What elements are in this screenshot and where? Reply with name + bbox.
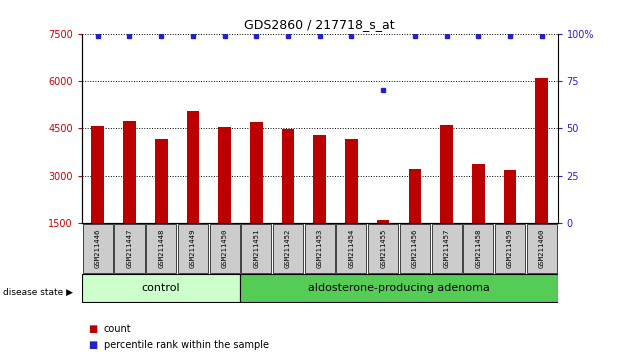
Text: GSM211460: GSM211460 (539, 229, 545, 268)
FancyBboxPatch shape (368, 224, 398, 273)
FancyBboxPatch shape (463, 224, 493, 273)
Text: GSM211448: GSM211448 (158, 229, 164, 268)
Text: GSM211455: GSM211455 (380, 229, 386, 268)
FancyBboxPatch shape (82, 274, 241, 302)
Bar (408, 169, 421, 223)
Text: GSM211446: GSM211446 (94, 229, 101, 268)
Text: GSM211457: GSM211457 (444, 229, 450, 268)
Text: GSM211456: GSM211456 (412, 229, 418, 268)
Text: GSM211452: GSM211452 (285, 229, 291, 268)
Bar (536, 78, 548, 223)
FancyBboxPatch shape (273, 224, 303, 273)
Bar (91, 126, 104, 223)
Bar (282, 129, 294, 223)
Text: ■: ■ (88, 340, 98, 350)
Bar (345, 139, 358, 223)
FancyBboxPatch shape (305, 224, 335, 273)
Text: GSM211453: GSM211453 (317, 229, 323, 268)
Title: GDS2860 / 217718_s_at: GDS2860 / 217718_s_at (244, 18, 395, 31)
FancyBboxPatch shape (178, 224, 208, 273)
Text: GSM211447: GSM211447 (127, 229, 132, 268)
Bar (377, 221, 389, 223)
FancyBboxPatch shape (83, 224, 113, 273)
Text: GSM211458: GSM211458 (475, 229, 481, 268)
Bar (250, 122, 263, 223)
Bar (503, 170, 517, 223)
Bar (218, 127, 231, 223)
Text: disease state ▶: disease state ▶ (3, 287, 73, 297)
Text: GSM211449: GSM211449 (190, 229, 196, 268)
Bar (186, 111, 199, 223)
Bar (313, 135, 326, 223)
FancyBboxPatch shape (115, 224, 144, 273)
FancyBboxPatch shape (400, 224, 430, 273)
Bar (440, 125, 453, 223)
FancyBboxPatch shape (336, 224, 367, 273)
Text: aldosterone-producing adenoma: aldosterone-producing adenoma (308, 283, 490, 293)
FancyBboxPatch shape (432, 224, 462, 273)
Bar (155, 139, 168, 223)
FancyBboxPatch shape (241, 274, 558, 302)
Text: percentile rank within the sample: percentile rank within the sample (104, 340, 269, 350)
Text: ■: ■ (88, 324, 98, 333)
Bar (472, 164, 484, 223)
Text: control: control (142, 283, 180, 293)
Text: GSM211454: GSM211454 (348, 229, 355, 268)
FancyBboxPatch shape (527, 224, 557, 273)
Text: GSM211451: GSM211451 (253, 229, 260, 268)
Bar (123, 121, 136, 223)
FancyBboxPatch shape (495, 224, 525, 273)
Text: GSM211450: GSM211450 (222, 229, 227, 268)
FancyBboxPatch shape (241, 224, 272, 273)
Text: GSM211459: GSM211459 (507, 229, 513, 268)
FancyBboxPatch shape (210, 224, 239, 273)
FancyBboxPatch shape (146, 224, 176, 273)
Text: count: count (104, 324, 132, 333)
